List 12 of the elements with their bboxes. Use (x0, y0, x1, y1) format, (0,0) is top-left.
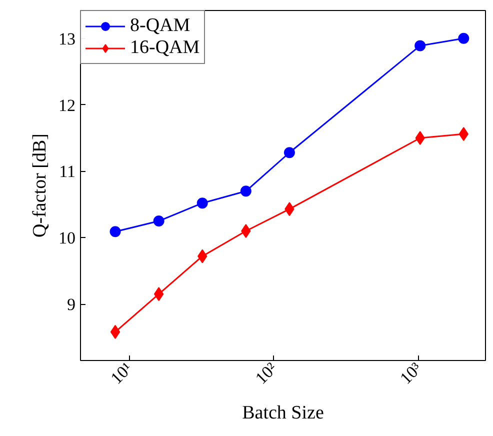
y-tick-label: 11 (59, 162, 76, 182)
y-tick-label: 9 (67, 295, 76, 314)
y-tick-label: 13 (58, 29, 76, 48)
y-axis-title: Q-factor [dB] (30, 134, 50, 238)
legend-label: 16-QAM (130, 37, 200, 59)
y-tick-label: 12 (58, 96, 76, 115)
x-tick-label: 10¹ (106, 358, 136, 388)
x-axis-title: Batch Size (242, 402, 324, 424)
x-tick-label: 10³ (396, 358, 426, 388)
y-tick-label: 10 (58, 228, 76, 248)
x-tick-label: 10² (252, 358, 281, 388)
legend-label: 8-QAM (130, 15, 190, 37)
